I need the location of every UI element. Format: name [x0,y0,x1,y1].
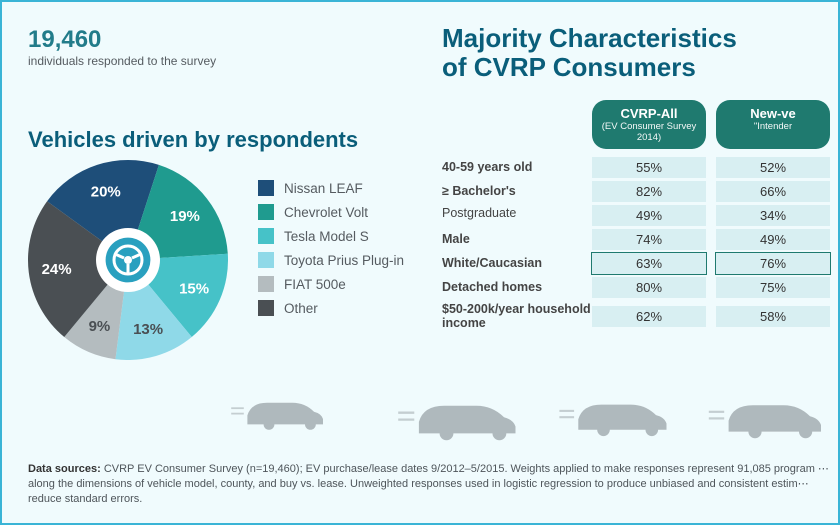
survey-count-subtitle: individuals responded to the survey [28,54,216,68]
footnote: Data sources: CVRP EV Consumer Survey (n… [28,462,838,507]
pie-slice-label: 19% [170,208,200,225]
legend-swatch [258,276,274,292]
legend-label: Chevrolet Volt [284,205,368,220]
legend-label: Nissan LEAF [284,181,363,196]
table-row: ≥ Bachelor's82% 66% [442,179,840,203]
row-cell-cvrp: 63% [592,253,706,274]
pie-chart-vehicles: 20% 19% 15% 13% 9% 24% [28,160,228,360]
col-cvrp-main: CVRP-All [600,106,698,121]
characteristics-table: CVRP-All (EV Consumer Survey 2014) New-v… [442,100,840,334]
table-row: Detached homes80% 75% [442,275,840,299]
row-label: ≥ Bachelor's [442,181,592,201]
row-label: 40-59 years old [442,157,592,177]
table-col-intenders: New-ve "Intender [716,100,830,149]
row-cell-cvrp: 74% [592,229,706,250]
row-cell-cvrp: 82% [592,181,706,202]
legend-label: FIAT 500e [284,277,346,292]
table-row: $50-200k/year household income62% 58% [442,299,840,334]
legend-label: Other [284,301,318,316]
table-header-spacer [442,100,592,149]
title-line-2: of CVRP Consumers [442,52,696,82]
legend-item: Chevrolet Volt [258,204,404,220]
car-icon [398,406,515,441]
legend-swatch [258,300,274,316]
pie-slice-label: 15% [179,281,209,298]
row-cell-intenders: 34% [716,205,830,226]
survey-count-number: 19,460 [28,26,216,54]
pie-slice-label: 9% [89,318,111,335]
footnote-label: Data sources: [28,463,101,475]
legend-item: Toyota Prius Plug-in [258,252,404,268]
row-cell-intenders: 52% [716,157,830,178]
table-row: 40-59 years old55% 52% [442,155,840,179]
row-label: Detached homes [442,277,592,297]
row-cell-cvrp: 80% [592,277,706,298]
car-icon [231,403,323,430]
row-cell-intenders: 75% [716,277,830,298]
pie-slice-label: 13% [133,321,163,338]
table-header: CVRP-All (EV Consumer Survey 2014) New-v… [442,100,840,149]
table-row: Male74% 49% [442,227,840,251]
legend-swatch [258,252,274,268]
row-cell-intenders: 49% [716,229,830,250]
pie-legend: Nissan LEAF Chevrolet Volt Tesla Model S To… [258,180,404,324]
row-label: Male [442,229,592,249]
row-cell-intenders: 58% [716,306,830,327]
legend-item: Tesla Model S [258,228,404,244]
col-int-main: New-ve [724,106,822,121]
legend-swatch [258,180,274,196]
col-cvrp-sub: (EV Consumer Survey 2014) [600,121,698,143]
title-line-1: Majority Characteristics [442,23,737,53]
row-cell-intenders: 66% [716,181,830,202]
pie-slice-label: 24% [42,261,72,278]
legend-item: Nissan LEAF [258,180,404,196]
pie-slice-label: 20% [91,184,121,201]
pie-svg: 20% 19% 15% 13% 9% 24% [28,160,228,360]
table-row: White/Caucasian63% 76% [442,251,840,275]
legend-label: Tesla Model S [284,229,369,244]
table-body: 40-59 years old55%52%≥ Bachelor's82%66%P… [442,155,840,334]
legend-item: FIAT 500e [258,276,404,292]
table-col-cvrp: CVRP-All (EV Consumer Survey 2014) [592,100,706,149]
section-title-vehicles: Vehicles driven by respondents [28,127,358,153]
legend-label: Toyota Prius Plug-in [284,253,404,268]
row-label: Postgraduate [442,206,592,223]
row-label: White/Caucasian [442,253,592,273]
legend-item: Other [258,300,404,316]
row-label: $50-200k/year household income [442,299,592,334]
row-cell-cvrp: 62% [592,306,706,327]
cars-illustration [222,382,840,442]
row-cell-cvrp: 55% [592,157,706,178]
section-title-characteristics: Majority Characteristics of CVRP Consume… [442,24,737,81]
footnote-text: CVRP EV Consumer Survey (n=19,460); EV p… [28,463,829,505]
row-cell-cvrp: 49% [592,205,706,226]
survey-count: 19,460 individuals responded to the surv… [28,26,216,68]
legend-swatch [258,228,274,244]
col-int-sub: "Intender [724,121,822,132]
row-cell-intenders: 76% [716,253,830,274]
car-icon [709,405,821,438]
legend-swatch [258,204,274,220]
car-icon [559,405,666,437]
table-row: Postgraduate49% 34% [442,203,840,227]
